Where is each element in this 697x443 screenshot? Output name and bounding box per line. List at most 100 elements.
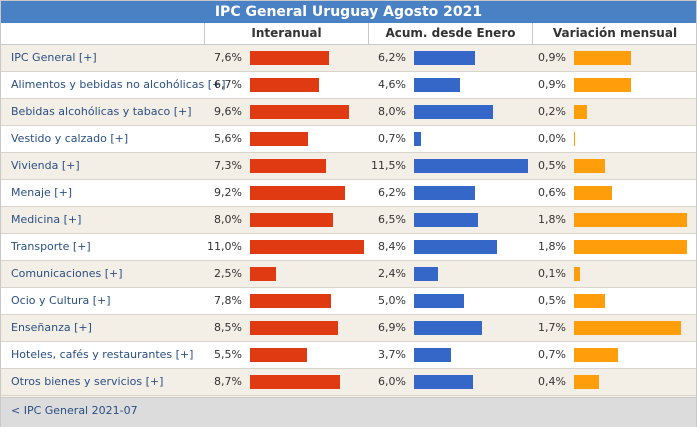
data-label: 6,5% [378,213,406,226]
data-label: 5,6% [214,132,242,145]
category-label[interactable]: Medicina [+] [11,213,82,226]
category-label[interactable]: Transporte [+] [11,240,91,253]
bar-1 [414,213,478,227]
category-label[interactable]: Vestido y calzado [+] [11,132,129,145]
category-label[interactable]: Enseñanza [+] [11,321,92,334]
bar-0 [250,213,333,227]
table-row: Menaje [+] 9,2% 6,2% 0,6% [1,180,696,207]
bar-1 [414,294,464,308]
data-label: 6,2% [378,186,406,199]
table-row: Otros bienes y servicios [+] 8,7% 6,0% 0,4% [1,369,696,396]
table-row: IPC General [+] 7,6% 6,2% 0,9% [1,45,696,72]
bar-1 [414,375,473,389]
data-label: 7,3% [214,159,242,172]
table-row: Bebidas alcohólicas y tabaco [+] 9,6% 8,0%… [1,99,696,126]
bar-0 [250,51,329,65]
bar-2 [574,375,599,389]
table-row: Vivienda [+] 7,3% 11,5% 0,5% [1,153,696,180]
data-label: 0,7% [378,132,406,145]
table-row: Transporte [+] 11,0% 8,4% 1,8% [1,234,696,261]
category-label[interactable]: Bebidas alcohólicas y tabaco [+] [11,105,192,118]
table-row: Hoteles, cafés y restaurantes [+] 5,5% 3,7… [1,342,696,369]
data-label: 5,5% [214,348,242,361]
data-label: 0,4% [538,375,566,388]
header-interanual: Interanual [204,23,368,44]
data-label: 2,5% [214,267,242,280]
category-label[interactable]: Otros bienes y servicios [+] [11,375,164,388]
table-row: Ocio y Cultura [+] 7,8% 5,0% 0,5% [1,288,696,315]
bar-0 [250,294,331,308]
bar-2 [574,321,681,335]
data-label: 0,9% [538,51,566,64]
table-row: Vestido y calzado [+] 5,6% 0,7% 0,0% [1,126,696,153]
header-acumulado: Acum. desde Enero [368,23,532,44]
category-label[interactable]: Vivienda [+] [11,159,80,172]
bar-2 [574,213,687,227]
category-label[interactable]: Ocio y Cultura [+] [11,294,111,307]
data-label: 6,9% [378,321,406,334]
bar-1 [414,348,451,362]
column-headers: Interanual Acum. desde Enero Variación m… [1,23,696,45]
data-label: 0,0% [538,132,566,145]
bar-0 [250,240,364,254]
bar-1 [414,78,460,92]
data-label: 6,7% [214,78,242,91]
data-label: 7,6% [214,51,242,64]
bar-2 [574,186,612,200]
data-label: 0,9% [538,78,566,91]
category-label[interactable]: Menaje [+] [11,186,73,199]
table-row: Medicina [+] 8,0% 6,5% 1,8% [1,207,696,234]
category-label[interactable]: Comunicaciones [+] [11,267,123,280]
table-row: Comunicaciones [+] 2,5% 2,4% 0,1% [1,261,696,288]
chart-title: IPC General Uruguay Agosto 2021 [1,1,696,23]
bar-0 [250,375,340,389]
category-label[interactable]: IPC General [+] [11,51,97,64]
data-label: 8,5% [214,321,242,334]
bar-0 [250,267,276,281]
bar-0 [250,78,319,92]
bar-0 [250,348,307,362]
bar-1 [414,132,421,146]
data-label: 11,0% [207,240,242,253]
data-label: 0,6% [538,186,566,199]
category-label[interactable]: Alimentos y bebidas no alcohólicas [+] [11,78,226,91]
bar-2 [574,132,575,146]
footer: < IPC General 2021-07 [1,397,696,427]
table-row: Alimentos y bebidas no alcohólicas [+] 6,… [1,72,696,99]
data-label: 9,2% [214,186,242,199]
data-label: 7,8% [214,294,242,307]
ipc-table: IPC General Uruguay Agosto 2021 Interanu… [0,0,697,427]
data-label: 0,2% [538,105,566,118]
table-row: Enseñanza [+] 8,5% 6,9% 1,7% [1,315,696,342]
bar-1 [414,321,482,335]
bar-2 [574,51,631,65]
data-label: 8,0% [214,213,242,226]
bar-0 [250,159,326,173]
data-label: 8,7% [214,375,242,388]
data-label: 6,0% [378,375,406,388]
bar-1 [414,51,475,65]
data-rows: IPC General [+] 7,6% 6,2% 0,9% Alimentos y b… [1,45,696,396]
bar-1 [414,267,438,281]
bar-1 [414,159,528,173]
data-label: 0,5% [538,159,566,172]
category-label[interactable]: Hoteles, cafés y restaurantes [+] [11,348,194,361]
bar-1 [414,105,493,119]
data-label: 2,4% [378,267,406,280]
bar-0 [250,186,345,200]
bar-1 [414,240,497,254]
data-label: 11,5% [371,159,406,172]
bar-2 [574,348,618,362]
bar-2 [574,159,605,173]
data-label: 3,7% [378,348,406,361]
data-label: 4,6% [378,78,406,91]
data-label: 8,0% [378,105,406,118]
data-label: 1,8% [538,240,566,253]
bar-1 [414,186,475,200]
data-label: 5,0% [378,294,406,307]
header-mensual: Variación mensual [532,23,697,44]
previous-period-link[interactable]: < IPC General 2021-07 [11,404,138,417]
bar-0 [250,321,338,335]
bar-2 [574,240,687,254]
bar-2 [574,78,631,92]
